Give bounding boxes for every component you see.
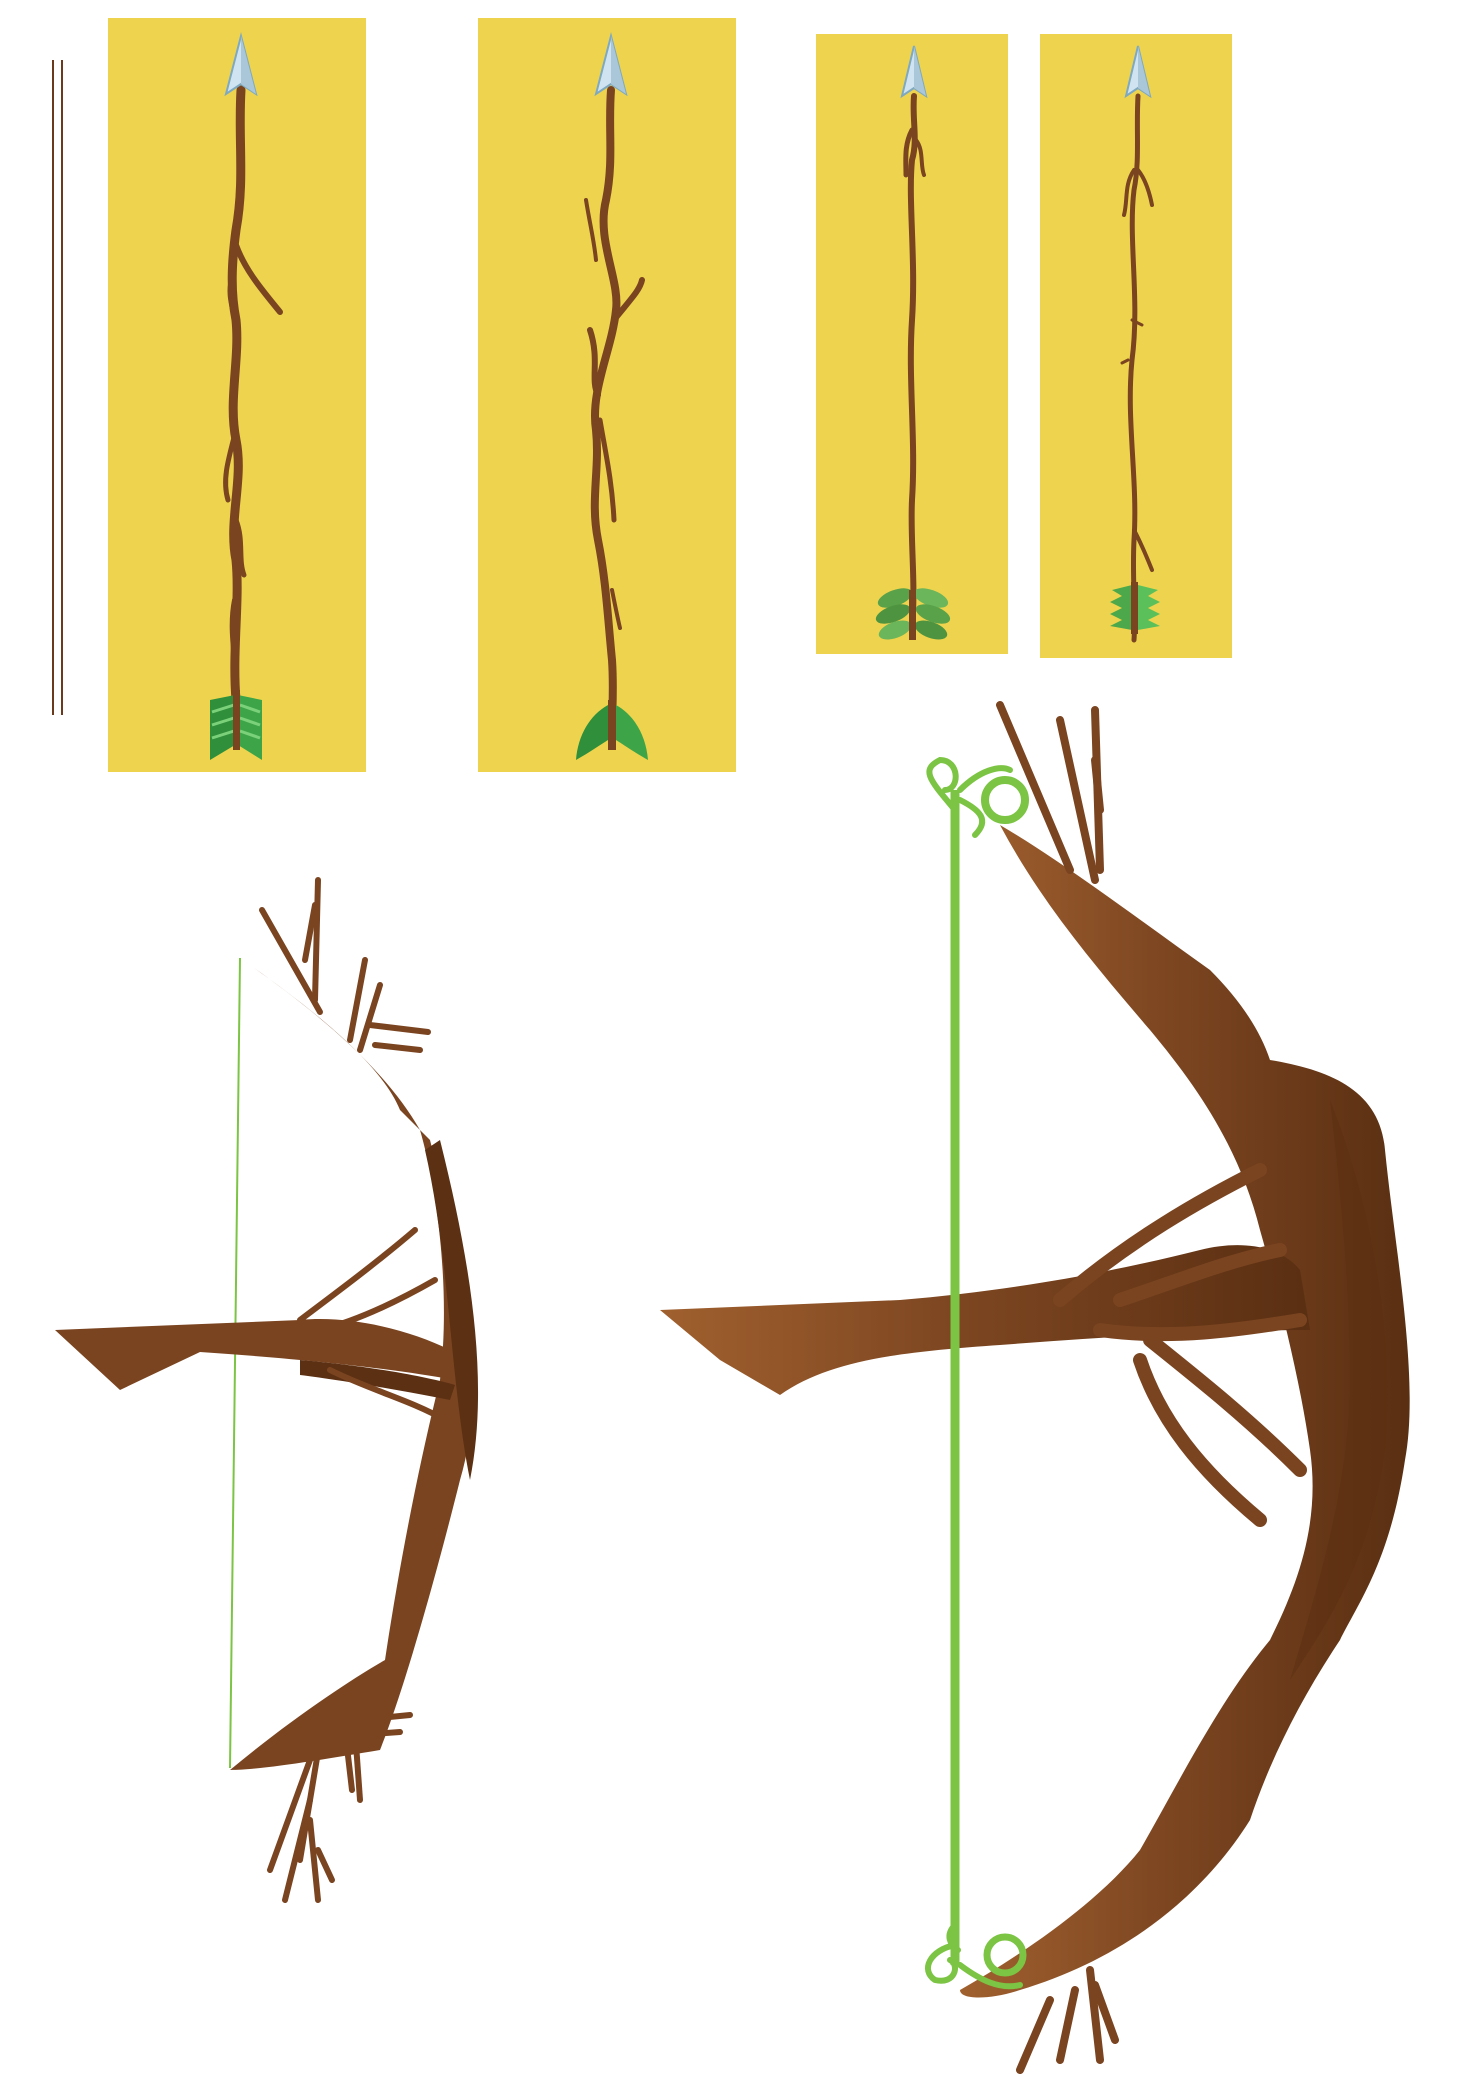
arrow-shaft	[903, 93, 926, 633]
serrated-fletching-icon	[1110, 582, 1160, 634]
branch-bow-shaded	[660, 701, 1410, 2074]
bow-shading	[300, 1140, 479, 1480]
bow-limb	[55, 958, 473, 1770]
branch-arrow-1	[108, 18, 366, 772]
arrow-shaft	[584, 86, 645, 734]
branch-arrow-2	[478, 18, 736, 772]
fletching-icon	[210, 690, 262, 760]
bow-branches	[1053, 1163, 1307, 1527]
bow-shading	[1290, 1100, 1388, 1680]
arrow-shaft	[223, 85, 283, 705]
branch-arrow-4	[1040, 34, 1232, 658]
arrowhead-icon	[224, 32, 258, 97]
arrow-shaft	[1120, 93, 1154, 643]
bow-branches	[259, 877, 453, 1903]
arrowhead-icon	[900, 45, 928, 99]
branch-arrow-3	[816, 34, 1008, 654]
leaf-fletching-icon	[875, 588, 951, 640]
arrowhead-icon	[1124, 45, 1152, 99]
vine-curl-top-icon	[926, 756, 1029, 838]
vine-curl-bottom-icon	[924, 1922, 1027, 1990]
bow-twigs	[996, 701, 1119, 2074]
fletching-icon	[576, 700, 648, 760]
bow-limb	[660, 825, 1410, 1998]
arrowhead-icon	[594, 32, 628, 97]
branch-bow-flat	[55, 877, 479, 1903]
bowstring	[229, 957, 241, 1769]
arrow-sketch-lines	[52, 60, 63, 715]
